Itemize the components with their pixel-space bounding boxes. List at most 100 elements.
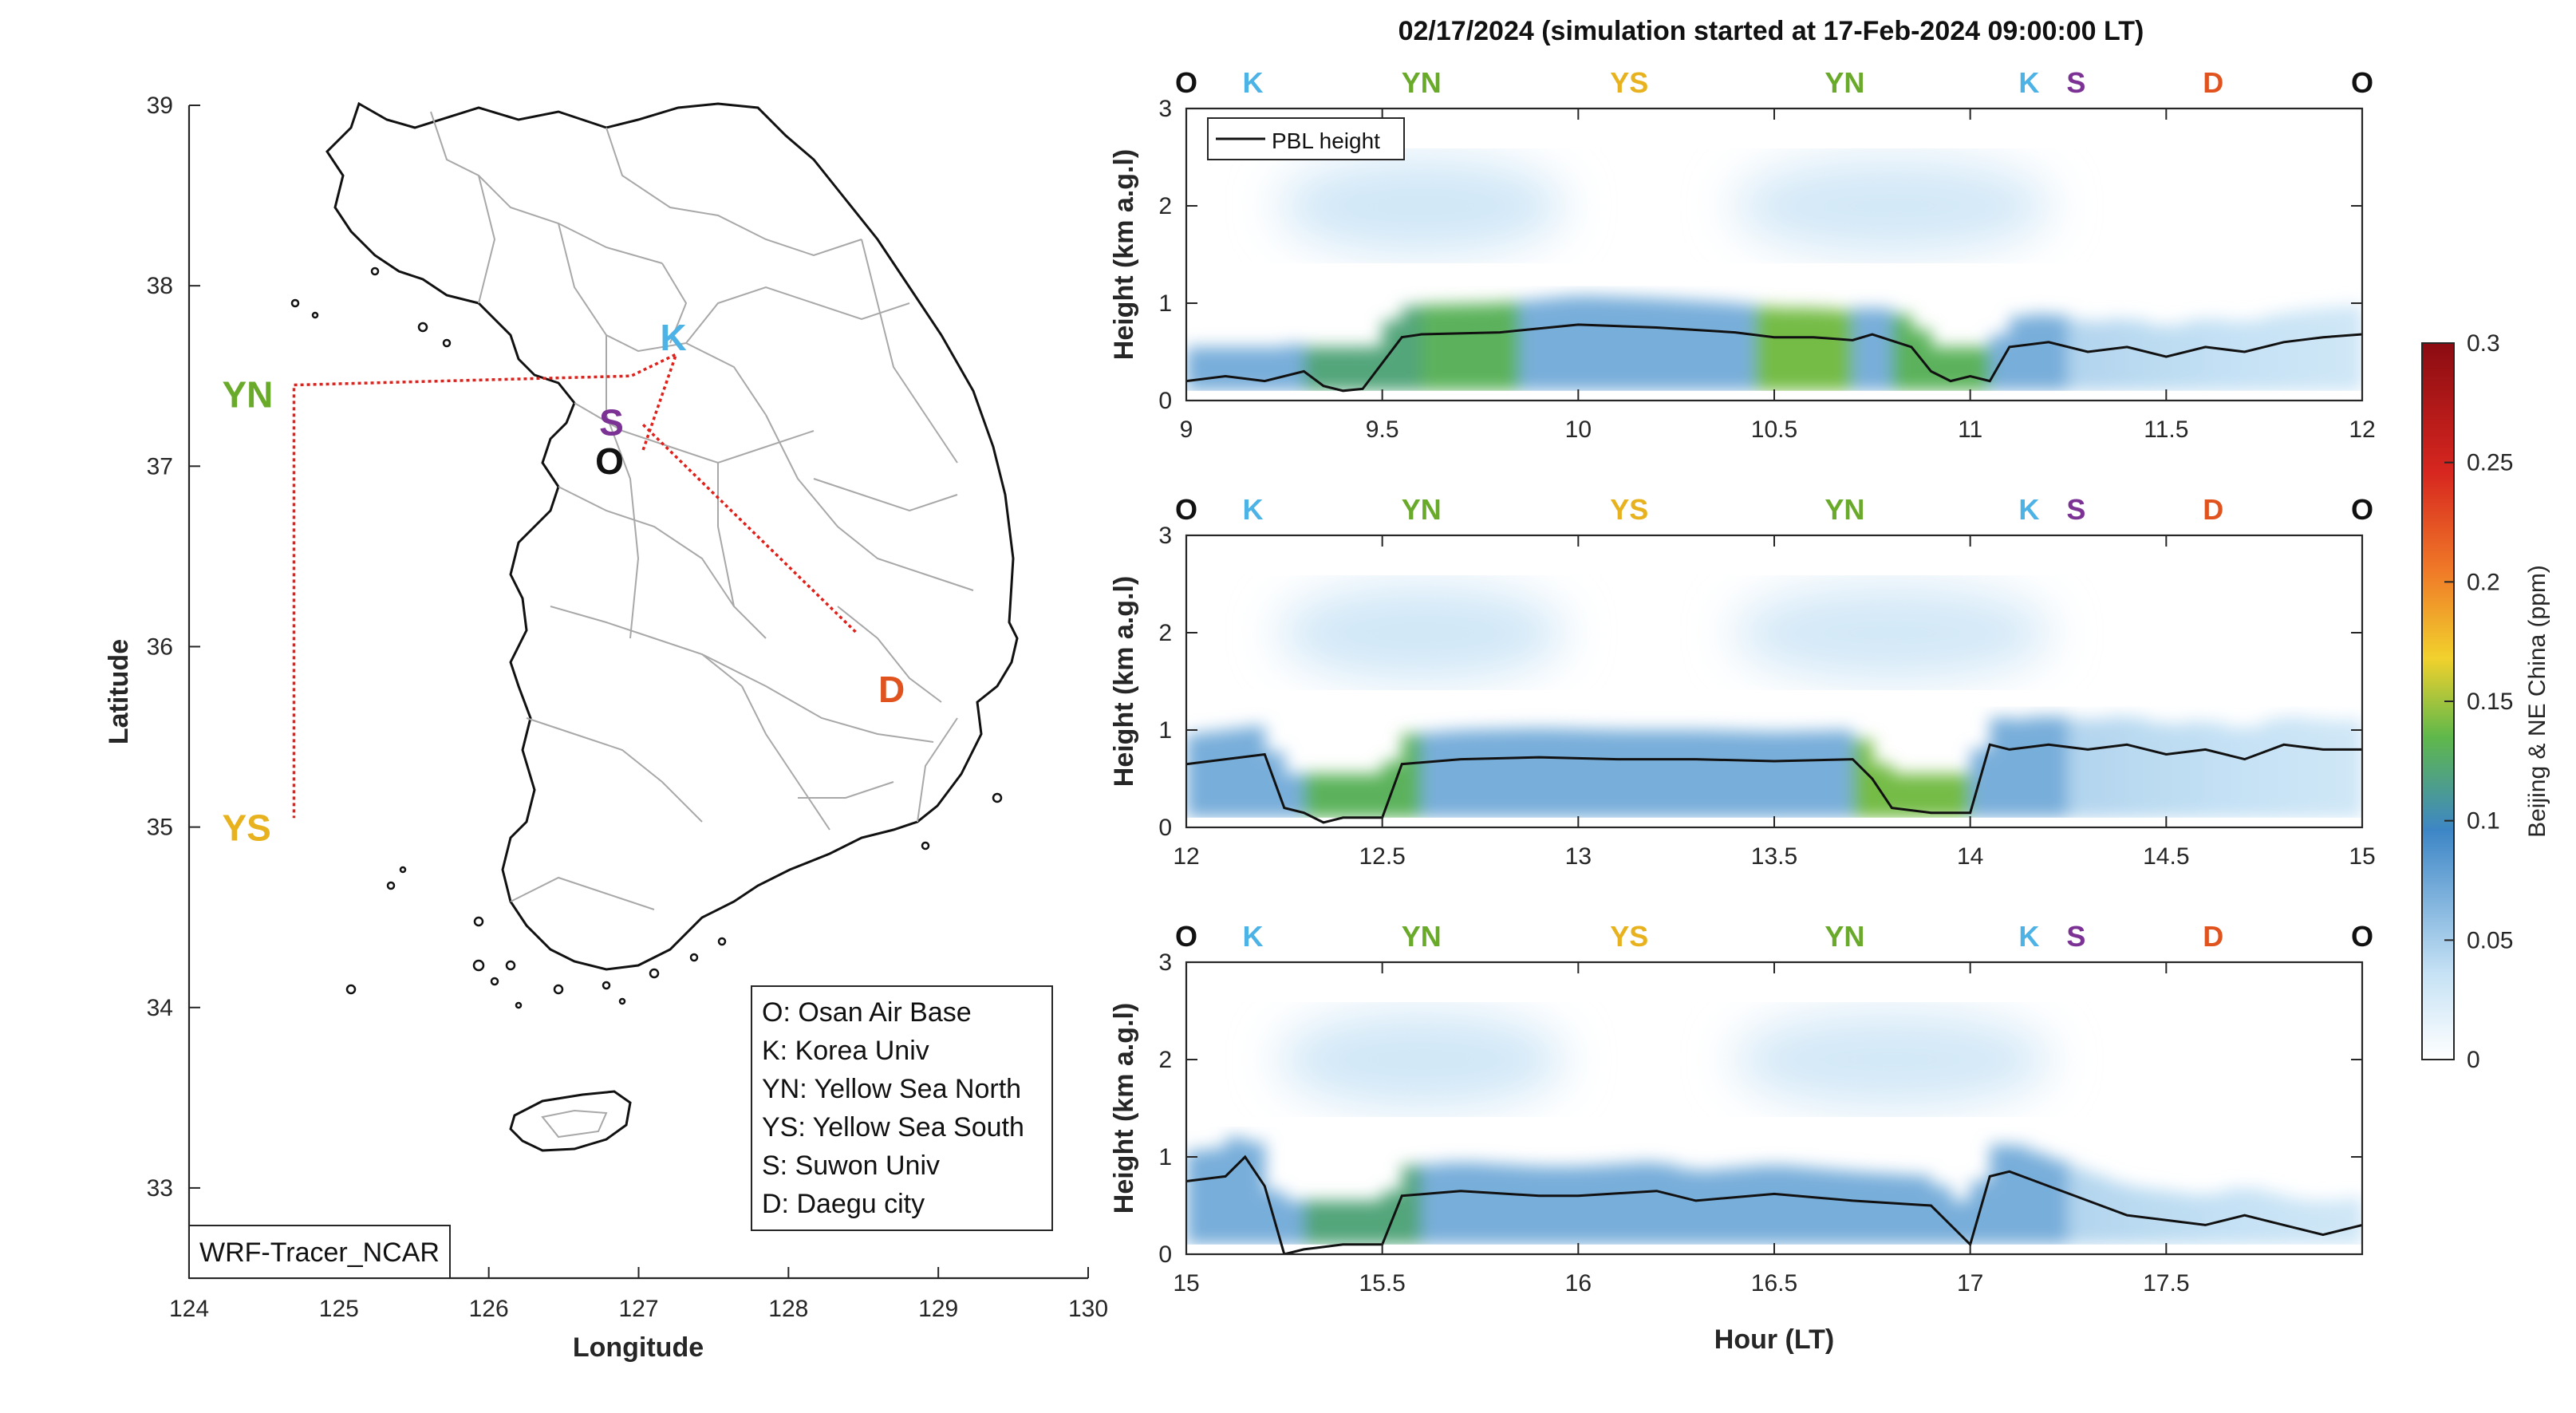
field-cell [2029, 1153, 2049, 1245]
map-y-tick-label: 35 [147, 815, 173, 841]
top-site-label-d: D [2203, 920, 2223, 953]
y-tick-label: 3 [1158, 96, 1172, 122]
field-cell [2185, 721, 2207, 818]
field-cell [2342, 720, 2362, 818]
field-cell [1186, 346, 1207, 391]
panel-y-label: Height (km a.g.l) [1109, 149, 1139, 360]
field-cell [1774, 732, 1795, 818]
field-cell [1421, 732, 1442, 818]
field-cell [2342, 306, 2362, 391]
field-cell [1656, 1164, 1678, 1245]
x-tick-label: 16 [1565, 1270, 1592, 1297]
field-cell [1205, 346, 1227, 391]
field-cell [2205, 1193, 2227, 1245]
field-cell [1323, 346, 1344, 391]
field-cell [2029, 314, 2049, 391]
hour-x-label: Hour (LT) [1714, 1324, 1834, 1355]
field-cell [2264, 315, 2285, 391]
field-cell [1597, 729, 1619, 818]
colorbar: 0 0.05 0.1 0.15 0.2 0.25 0.3 Beijing & NE Chin… [2421, 330, 2550, 1073]
field-cell [1480, 1163, 1501, 1245]
x-tick-label: 15 [1173, 1270, 1199, 1297]
time-height-panel-3: 15 15.5 16 16.5 17 17.5 0 1 2 3 Height (km a.g.l) O… [1109, 920, 2373, 1297]
colorbar-ticks: 0 0.05 0.1 0.15 0.2 0.25 0.3 [2444, 330, 2513, 1073]
field-cell [1637, 298, 1658, 391]
figure-title: 02/17/2024 (simulation started at 17-Feb… [1398, 16, 2144, 46]
site-label-s: S [599, 402, 624, 444]
field-cell [1832, 1170, 1854, 1245]
field-cell [2088, 321, 2109, 391]
field-cell [1951, 346, 1971, 391]
map-x-tick-label: 128 [768, 1296, 808, 1322]
field-cell [2009, 1146, 2030, 1245]
field-cell [1597, 1164, 1619, 1245]
x-tick-label: 14.5 [2143, 843, 2189, 870]
field-cell [1539, 298, 1560, 391]
field-cell [1951, 773, 1971, 818]
pbl-height-line [1186, 323, 2362, 393]
field-cell [1421, 305, 1442, 391]
top-site-label-o: O [2351, 920, 2373, 953]
y-tick-label: 1 [1158, 717, 1172, 744]
field-cell [2048, 1160, 2069, 1245]
upper-haze [1277, 585, 1565, 681]
field-cell [1441, 1162, 1462, 1245]
field-cell [2068, 719, 2089, 818]
colorbar-tick-label: 0.05 [2467, 927, 2513, 953]
field-cell [1931, 346, 1952, 391]
legend-entry-k: K: Korea Univ [762, 1036, 929, 1066]
field-cell [2068, 1167, 2089, 1245]
field-cell [2322, 307, 2344, 391]
field-cell [1695, 1170, 1717, 1245]
field-cell [2127, 320, 2148, 391]
top-site-label-k: K [2018, 493, 2039, 526]
y-tick-label: 0 [1158, 815, 1172, 841]
x-tick-label: 12 [2349, 416, 2375, 443]
field-cell [1695, 301, 1717, 391]
x-tick-label: 15.5 [1359, 1270, 1405, 1297]
top-site-label-yn: YN [1825, 493, 1864, 526]
colorbar-tick-label: 0 [2467, 1047, 2480, 1073]
map-x-ticks: 124 125 126 127 128 129 130 [169, 1267, 1108, 1322]
field-cell [1323, 1200, 1344, 1245]
colorbar-label: Beijing & NE China (ppm) [2524, 565, 2550, 838]
x-tick-label: 10 [1565, 416, 1592, 443]
site-label-o: O [595, 440, 624, 482]
field-cell [1970, 346, 1991, 391]
field-cell [1617, 730, 1639, 818]
top-site-label-yn: YN [1402, 66, 1442, 99]
field-cell [2225, 727, 2246, 818]
field-cell [1813, 730, 1834, 818]
field-cell [1970, 749, 1991, 818]
jeju-island [509, 1090, 632, 1152]
field-cell [2303, 719, 2324, 818]
field-cell [2185, 1194, 2207, 1245]
field-cell [2088, 1174, 2109, 1245]
field-cell [2107, 716, 2128, 818]
field-cell [2185, 320, 2207, 391]
top-site-label-k: K [2018, 66, 2039, 99]
field-cell [1656, 298, 1678, 391]
map-y-ticks: 33 34 35 36 37 38 39 [147, 93, 200, 1202]
field-cell [1402, 306, 1422, 391]
top-site-label-k: K [1243, 493, 1264, 526]
field-cell [1519, 728, 1540, 818]
top-site-label-ys: YS [1610, 920, 1648, 953]
field-cell [2009, 316, 2030, 391]
field-cell [1617, 1163, 1639, 1245]
field-cell [1852, 740, 1873, 818]
top-site-label-yn: YN [1402, 920, 1442, 953]
field-cell [1872, 1173, 1893, 1245]
x-tick-label: 12.5 [1359, 843, 1405, 870]
colorbar-tick-label: 0.15 [2467, 689, 2513, 715]
field-cell [1715, 730, 1736, 818]
field-cell [1402, 1166, 1422, 1245]
field-cell [1832, 310, 1854, 391]
field-cell [1402, 734, 1422, 818]
top-site-label-yn: YN [1825, 920, 1864, 953]
top-site-label-s: S [2066, 66, 2085, 99]
top-site-label-yn: YN [1825, 66, 1864, 99]
colorbar-tick-label: 0.2 [2467, 569, 2500, 595]
field-cell [2264, 1193, 2285, 1245]
